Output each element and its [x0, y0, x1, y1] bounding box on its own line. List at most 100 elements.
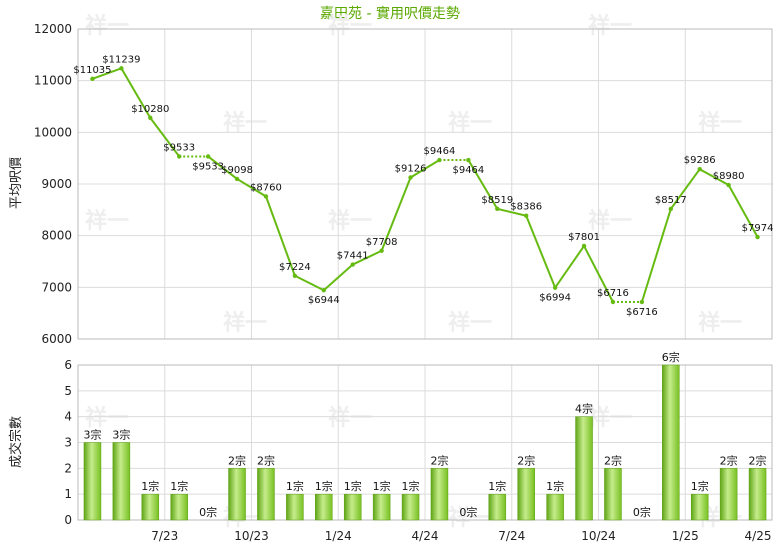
bar-value-label: 0宗	[199, 505, 217, 519]
watermark-text: 祥一	[698, 310, 742, 336]
x-tick-label: 4/24	[412, 529, 439, 543]
price-line-segment	[294, 274, 325, 292]
x-tick-label: 10/24	[581, 529, 616, 543]
bar-value-label: 1宗	[546, 479, 564, 493]
price-line-segment	[525, 215, 557, 289]
watermark-text: 祥一	[448, 505, 492, 531]
bar-value-label: 2宗	[517, 453, 535, 467]
count-bar	[315, 493, 333, 521]
y-tick-label: 7000	[41, 280, 72, 294]
bar-value-label: 1宗	[373, 479, 391, 493]
price-label: $8980	[713, 171, 745, 182]
price-line-segment	[554, 245, 585, 289]
price-label: $9464	[452, 165, 484, 176]
bar-y-axis-title: 成交宗數	[8, 416, 24, 468]
price-point	[755, 234, 760, 240]
price-label: $9533	[163, 142, 195, 153]
price-label: $6944	[308, 295, 340, 306]
price-label: $9098	[221, 165, 253, 176]
x-tick-label: 4/25	[745, 529, 772, 543]
price-label: $11239	[102, 54, 140, 65]
bar-series: 3宗 3宗 1宗 1宗 0宗 2宗 2宗 1宗 1宗 1宗 1宗 1宗 2宗 0宗 1宗 2宗 1宗 4宗 2宗 0宗…	[83, 350, 767, 521]
y-tick-label: 3	[64, 436, 72, 450]
count-bar	[517, 468, 535, 521]
x-tick-label: 1/25	[672, 529, 699, 543]
price-label: $9286	[684, 155, 716, 166]
count-bar	[488, 493, 507, 521]
price-point	[205, 154, 211, 159]
price-point	[639, 299, 645, 305]
price-point	[610, 299, 616, 305]
price-line-segment	[323, 263, 354, 291]
price-point	[552, 285, 558, 290]
price-label: $8760	[250, 182, 282, 193]
count-bar	[604, 468, 622, 521]
watermark-text: 祥一	[223, 110, 267, 136]
count-bar	[372, 493, 391, 521]
count-bar	[430, 468, 449, 521]
watermark-text: 祥一	[328, 13, 372, 39]
price-label: $7441	[337, 251, 369, 262]
price-line-segment	[640, 208, 672, 303]
count-bar	[690, 493, 709, 521]
bar-value-label: 4宗	[575, 402, 593, 416]
price-line-segment	[120, 67, 152, 119]
price-line-segment	[497, 207, 527, 217]
y-tick-label: 1	[64, 487, 72, 501]
count-bar	[286, 493, 304, 521]
watermark-text: 祥一	[588, 13, 632, 39]
bar-value-label: 0宗	[459, 505, 477, 519]
price-line-segment	[352, 249, 383, 266]
y-tick-label: 8000	[41, 229, 72, 243]
price-label: $7224	[279, 262, 311, 273]
y-tick-label: 6	[64, 358, 72, 372]
y-tick-label: 11000	[34, 74, 72, 88]
price-line-segment	[380, 177, 412, 252]
price-label: $8386	[510, 202, 542, 213]
price-line-segment	[699, 168, 730, 186]
price-point	[437, 157, 442, 163]
y-tick-label: 5	[64, 384, 72, 398]
price-point	[581, 243, 587, 249]
count-bar	[662, 364, 680, 521]
price-label: $6994	[539, 293, 571, 304]
price-line-segment	[669, 168, 701, 210]
axes: 12000 11000 10000 9000 8000 7000 6000 6 5 4 3 2 1 0 7/…	[34, 22, 772, 543]
y-tick-label: 2	[64, 461, 72, 475]
line-series: $11035$11239$10280$9533$9533$9098$8760$7…	[73, 54, 773, 318]
price-line-segment	[149, 117, 181, 158]
price-point	[148, 115, 153, 121]
price-line-segment	[207, 155, 238, 180]
count-bar	[228, 468, 246, 521]
x-tick-label: 7/24	[498, 529, 525, 543]
bar-value-label: 1宗	[402, 479, 420, 493]
price-label: $6716	[626, 307, 658, 318]
price-line-segment	[410, 159, 440, 179]
bar-value-label: 2宗	[257, 453, 275, 467]
count-bar	[83, 442, 102, 521]
price-point	[177, 154, 182, 159]
price-point	[524, 213, 529, 218]
price-label: $11035	[73, 65, 111, 76]
count-bar	[343, 493, 362, 521]
price-line-segment	[467, 159, 499, 210]
price-point	[466, 157, 471, 163]
price-line-segment	[727, 184, 759, 238]
price-label: $9464	[424, 146, 456, 157]
x-tick-label: 7/23	[151, 529, 178, 543]
price-point	[90, 76, 95, 82]
y-tick-label: 12000	[34, 22, 72, 36]
price-point	[495, 206, 500, 212]
plot-frame	[77, 28, 773, 340]
price-line-segment	[236, 178, 267, 198]
watermark-text: 祥一	[85, 405, 129, 431]
price-line-segment	[92, 67, 122, 80]
price-label: $8519	[481, 195, 513, 206]
bar-value-label: 1宗	[344, 479, 362, 493]
price-point	[292, 273, 298, 278]
watermark-text: 祥一	[698, 110, 742, 136]
price-point	[119, 66, 124, 71]
bar-value-label: 1宗	[286, 479, 304, 493]
count-bar	[112, 442, 131, 521]
